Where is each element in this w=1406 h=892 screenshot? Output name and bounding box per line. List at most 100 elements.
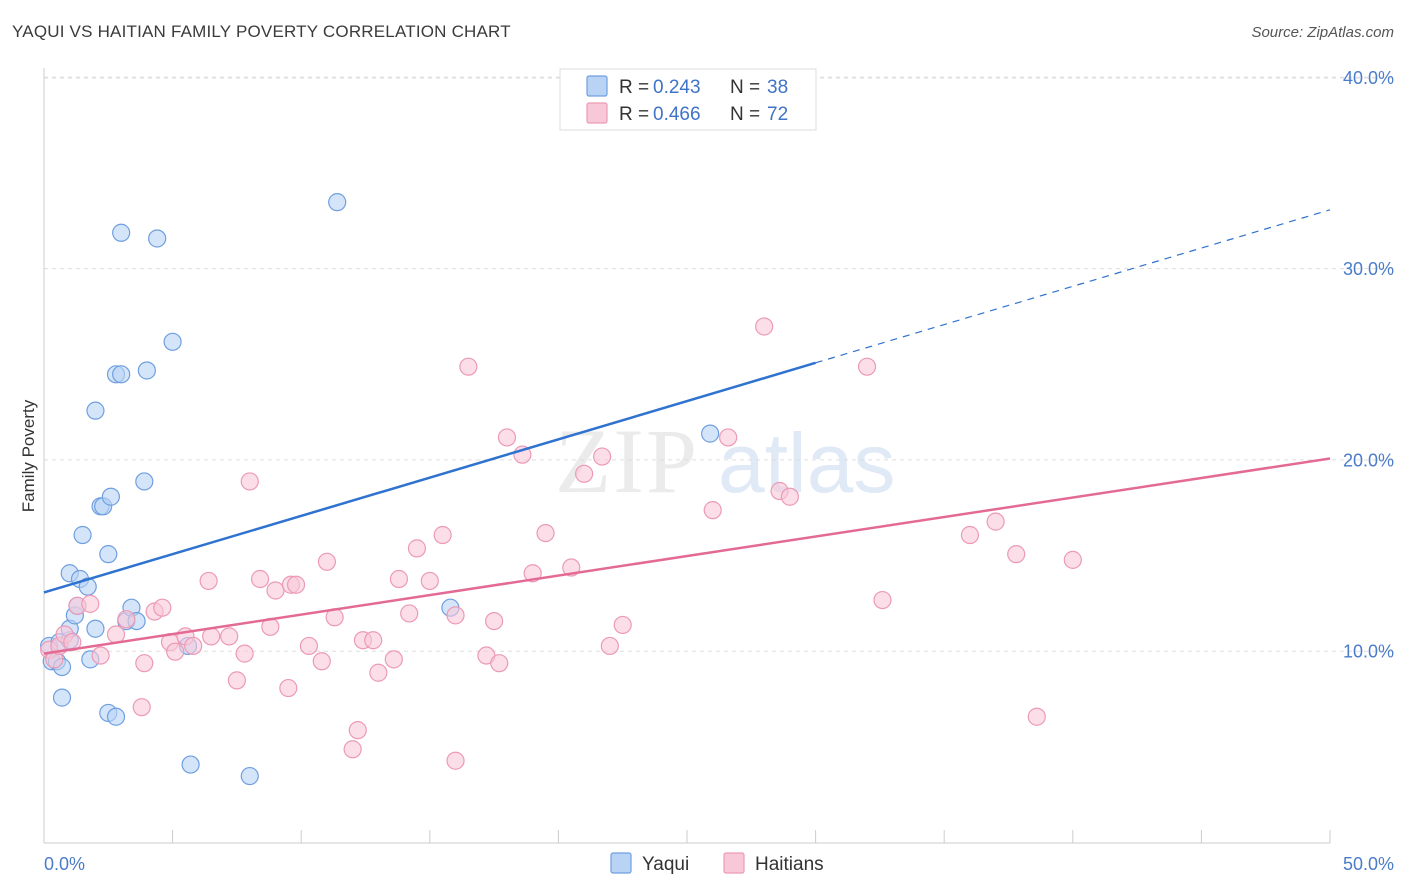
legend-n-label-haitians: N = xyxy=(730,104,760,125)
haitians-point-45 xyxy=(446,606,465,625)
haitians-point-56 xyxy=(575,464,594,483)
yaqui-point-30 xyxy=(86,401,105,420)
legend-r-value-yaqui: 0.243 xyxy=(653,77,701,98)
haitians-point-62 xyxy=(755,317,774,336)
haitians-point-29 xyxy=(286,575,306,594)
haitians-point-11 xyxy=(135,654,154,673)
haitians-points xyxy=(40,317,1082,770)
yaqui-point-28 xyxy=(135,472,154,491)
haitians-point-32 xyxy=(317,552,337,571)
haitians-point-41 xyxy=(400,604,419,623)
haitians-point-50 xyxy=(490,654,509,673)
svg-text:atlas: atlas xyxy=(718,416,895,510)
haitians-point-35 xyxy=(348,721,367,740)
haitians-point-13 xyxy=(153,598,172,617)
haitians-point-69 xyxy=(1007,545,1026,564)
legend-swatch-haitians xyxy=(586,102,608,124)
haitians-point-34 xyxy=(343,740,362,759)
x-axis-ticks xyxy=(43,830,1331,843)
yaqui-point-5 xyxy=(52,688,72,707)
haitians-point-31 xyxy=(312,652,331,671)
trend-lines xyxy=(43,209,1331,655)
stats-legend: R = 0.243 N = 38 R = 0.466 N = 72 xyxy=(559,68,817,131)
haitians-point-64 xyxy=(780,487,799,506)
svg-text:ZIP: ZIP xyxy=(555,410,699,512)
bottom-legend-label-yaqui: Yaqui xyxy=(642,854,689,875)
haitians-point-37 xyxy=(364,631,383,650)
chart-title: YAQUI VS HAITIAN FAMILY POVERTY CORRELAT… xyxy=(12,22,511,41)
haitians-point-60 xyxy=(703,501,722,520)
bottom-legend-swatch-yaqui xyxy=(610,852,632,874)
haitians-trend-line xyxy=(43,457,1331,655)
y-tick-label-40: 40.0% xyxy=(1343,68,1394,88)
haitians-point-66 xyxy=(873,590,892,610)
y-axis-tick-labels: 10.0% 20.0% 30.0% 40.0% xyxy=(1343,68,1394,662)
yaqui-point-19 xyxy=(101,487,120,506)
bottom-legend-swatch-haitians xyxy=(723,852,745,874)
legend-n-value-yaqui: 38 xyxy=(767,77,788,98)
haitians-point-70 xyxy=(1027,707,1046,726)
yaqui-point-12 xyxy=(73,525,92,545)
haitians-point-44 xyxy=(433,525,452,545)
yaqui-point-15 xyxy=(86,619,105,638)
haitians-point-10 xyxy=(132,698,151,717)
x-tick-label-min: 0.0% xyxy=(44,854,85,874)
haitians-point-21 xyxy=(227,671,246,690)
haitians-point-27 xyxy=(279,678,298,698)
haitians-point-22 xyxy=(235,644,254,663)
haitians-point-53 xyxy=(523,564,542,583)
haitians-point-46 xyxy=(446,751,465,770)
y-tick-label-20: 20.0% xyxy=(1343,450,1394,470)
yaqui-point-18 xyxy=(99,545,118,564)
haitians-point-67 xyxy=(960,525,980,545)
legend-r-label-yaqui: R = xyxy=(619,77,649,98)
haitians-point-30 xyxy=(299,636,319,656)
haitians-point-51 xyxy=(497,428,517,447)
haitians-point-23 xyxy=(240,472,259,491)
legend-r-label-haitians: R = xyxy=(619,104,649,125)
haitians-point-4 xyxy=(63,633,82,652)
haitians-point-43 xyxy=(420,571,439,591)
haitians-point-71 xyxy=(1063,550,1082,569)
haitians-point-20 xyxy=(220,627,239,646)
yaqui-point-29 xyxy=(137,361,156,380)
yaqui-trend-line xyxy=(43,361,816,594)
haitians-point-40 xyxy=(389,569,409,589)
yaqui-trend-extension xyxy=(815,209,1331,364)
yaqui-point-21 xyxy=(106,707,126,726)
haitians-point-7 xyxy=(91,646,110,665)
yaqui-point-23 xyxy=(112,365,131,384)
haitians-point-38 xyxy=(369,663,388,682)
haitians-point-26 xyxy=(266,581,285,600)
legend-n-label-yaqui: N = xyxy=(730,77,760,98)
y-axis-label: Family Poverty xyxy=(19,399,38,512)
yaqui-point-24 xyxy=(112,223,131,242)
yaqui-point-38 xyxy=(701,424,720,443)
haitians-point-58 xyxy=(600,636,619,656)
haitians-point-8 xyxy=(106,625,126,644)
yaqui-point-36 xyxy=(328,193,347,212)
haitians-point-9 xyxy=(117,610,136,629)
haitians-point-57 xyxy=(593,447,612,466)
y-tick-label-30: 30.0% xyxy=(1343,259,1394,279)
haitians-point-42 xyxy=(407,539,427,558)
haitians-point-15 xyxy=(166,642,185,661)
legend-n-value-haitians: 72 xyxy=(767,104,788,125)
haitians-point-19 xyxy=(199,571,218,591)
yaqui-point-31 xyxy=(148,229,167,248)
haitians-point-47 xyxy=(459,357,478,376)
haitians-point-68 xyxy=(986,512,1005,531)
zipatlas-watermark: ZIP atlas xyxy=(555,410,895,512)
y-tick-label-10: 10.0% xyxy=(1343,642,1394,662)
haitians-point-39 xyxy=(384,650,403,669)
chart-source: Source: ZipAtlas.com xyxy=(1251,24,1394,41)
legend-r-value-haitians: 0.466 xyxy=(653,104,701,125)
series-legend: Yaqui Haitians xyxy=(610,852,824,875)
yaqui-point-35 xyxy=(240,766,259,786)
haitians-point-17 xyxy=(184,636,203,656)
yaqui-point-32 xyxy=(163,332,182,351)
haitians-point-65 xyxy=(857,357,877,376)
haitians-point-24 xyxy=(250,569,270,589)
grid-lines xyxy=(44,76,1392,652)
haitians-point-61 xyxy=(719,428,738,447)
